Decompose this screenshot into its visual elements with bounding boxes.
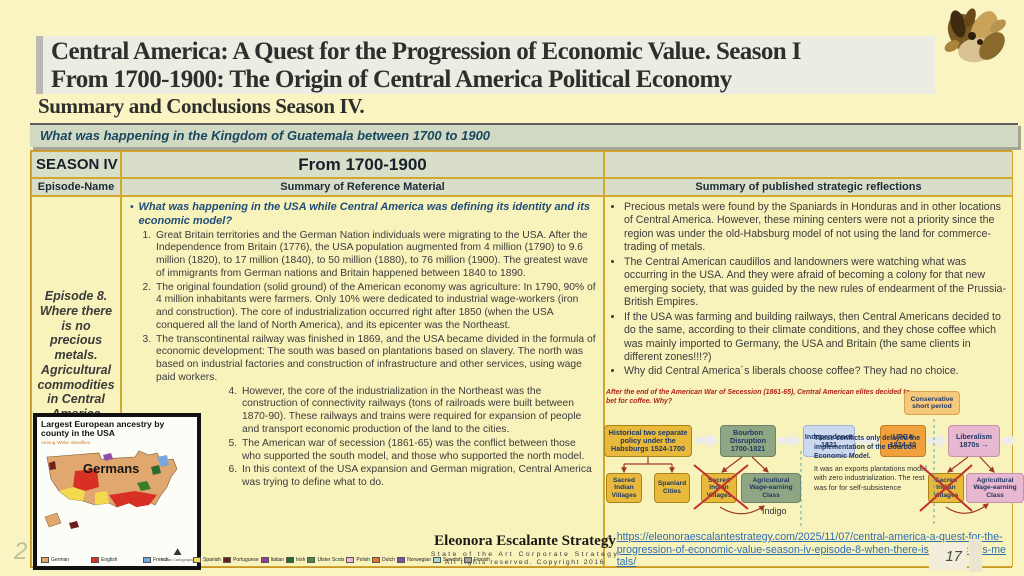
legend-swatch (91, 556, 99, 564)
legend-label: Finnish (473, 557, 491, 563)
habsburg-policy-box: Historical two separate policy under the… (604, 425, 692, 457)
reference-item-6: In this context of the USA expansion and… (240, 464, 597, 490)
map-credit-text: EAtlas Cartography (161, 558, 194, 562)
strategic-reflections-header: Summary of published strategic reflectio… (604, 178, 1013, 196)
footer-tagline: State of the Art Corporate Strategy (430, 550, 620, 558)
legend-swatch (463, 556, 472, 564)
legend-label: Dutch (382, 557, 396, 563)
legend-swatch (143, 556, 151, 564)
germans-label: Germans (83, 461, 140, 476)
flow-arrow-icon (778, 433, 802, 448)
reference-list: Great Britain territories and the German… (128, 230, 597, 490)
agri-wage-class-box-2: Agricultural Wage-earning Class (966, 473, 1024, 503)
mountain-logo-icon: ⛰ (173, 547, 182, 558)
source-link-block: • https://eleonoraescalantestrategy.com/… (608, 531, 1006, 569)
sacred-villages-box-2: Sacred Indian Villages (701, 473, 737, 503)
reflection-item-4: Why did Central America´s liberals choos… (624, 365, 1008, 378)
legend-label: Ulster Scots (317, 557, 345, 563)
agri-wage-class-box-1: Agricultural Wage-earning Class (741, 473, 801, 503)
legend-label: Irish (296, 557, 306, 563)
legend-label: French (153, 557, 169, 563)
map-subtitle: Among 'White' identifiers (41, 439, 91, 445)
diagram-note: It was an exports plantations model with… (814, 464, 927, 492)
spaniard-cities-box: Spaniard Cities (654, 473, 690, 503)
butterfly-logo-icon (928, 6, 1014, 74)
legend-label: Spanish (203, 557, 222, 563)
legend-swatch (223, 556, 232, 564)
period-header-cell: From 1700-1900 (121, 151, 604, 178)
footer-copyright: All rights reserved. Copyright 2016 (444, 558, 606, 566)
bourbon-disruption-box: Bourbon Disruption 1700-1821 (720, 425, 776, 457)
legend-swatch (307, 556, 316, 564)
bullet-glyph: • (130, 202, 134, 213)
indigo-label: Indigo (762, 506, 787, 516)
slide-title-line2: From 1700-1900: The Origin of Central Am… (51, 66, 732, 93)
reflection-item-1: Precious metals were found by the Spania… (624, 201, 1008, 255)
reference-item-3: The transcontinental railway was finishe… (154, 334, 597, 385)
reference-material-cell: • What was happening in the USA while Ce… (121, 196, 604, 567)
legend-label: Polish (356, 557, 371, 563)
slide-subtitle: Summary and Conclusions Season IV. (38, 94, 365, 118)
legend-swatch (260, 556, 269, 564)
independence-box: Independence 1821 (803, 425, 855, 457)
ancestry-map-card: Largest European ancestry by county in t… (33, 413, 490, 570)
legend-swatch (346, 556, 355, 564)
episode-name-header: Episode-Name (31, 178, 121, 196)
map-title: Largest European ancestry by county in t… (41, 419, 165, 439)
legend-swatch (372, 556, 381, 564)
slide-title-line1: Central America: A Quest for the Progres… (51, 38, 801, 65)
legend-label: German (51, 557, 70, 563)
page-number: 17 (929, 543, 967, 570)
sacred-villages-box-1: Sacred Indian Villages (606, 473, 642, 503)
legend-label: Swedish (443, 557, 462, 563)
diagram-caption: After the end of the American War of Sec… (606, 389, 910, 405)
question-bar: What was happening in the Kingdom of Gua… (30, 123, 1018, 147)
flow-arrow-icon (695, 433, 719, 448)
reference-item-1: Great Britain territories and the German… (154, 230, 597, 281)
reference-material-header: Summary of Reference Material (121, 178, 604, 196)
legend-label: Portuguese (233, 557, 259, 563)
flow-arrow-icon (1002, 433, 1016, 448)
title-band: Central America: A Quest for the Progres… (36, 36, 935, 94)
timeline-diagram: After the end of the American War of Sec… (604, 389, 1024, 531)
sacred-villages-box-3: Sacred Indian Villages (928, 473, 964, 503)
reference-item-4: However, the core of the industrializati… (240, 386, 597, 437)
legend-swatch (41, 556, 49, 564)
faint-slide-number: 2 (14, 538, 28, 565)
reflection-item-3: If the USA was farming and building rail… (624, 311, 1008, 365)
footer-brand-name: Eleonora Escalante Strategy (434, 533, 616, 549)
bullet-glyph: • (608, 531, 612, 543)
legend-swatch (433, 556, 441, 564)
summary-table: SEASON IV From 1700-1900 Episode-Name Su… (30, 150, 1013, 568)
source-link[interactable]: https://eleonoraescalantestrategy.com/20… (616, 531, 1006, 568)
footer-brand-block: Eleonora Escalante Strategy State of the… (400, 533, 650, 566)
conservative-period-box: Conservative short period (904, 391, 960, 415)
legend-label: English (101, 557, 118, 563)
reference-heading-text: What was happening in the USA while Cent… (138, 201, 590, 227)
legend-swatch (193, 556, 201, 564)
legend-label: Norwegian (407, 557, 431, 563)
legend-swatch (397, 556, 406, 564)
legend-label: Italian (270, 557, 284, 563)
usa-map-image (39, 443, 195, 535)
reference-heading: • What was happening in the USA while Ce… (130, 201, 597, 229)
reflections-list: Precious metals were found by the Spania… (609, 201, 1008, 379)
legend-swatch (286, 556, 294, 564)
upca-box: UPCA 1824-40 (880, 425, 926, 457)
map-credit: ⛰ EAtlas Cartography (161, 547, 194, 563)
reference-item-2: The original foundation (solid ground) o… (154, 282, 597, 333)
diagram-note-bold: These conflicts only delayed the impleme… (814, 435, 921, 460)
page-number-bar (969, 539, 982, 572)
empty-header-cell (604, 151, 1013, 178)
flow-arrow-icon (927, 433, 947, 448)
reflection-item-2: The Central American caudillos and lando… (624, 256, 1008, 310)
liberalism-box: Liberalism 1870s → (948, 425, 1000, 457)
season-header-cell: SEASON IV (31, 151, 121, 178)
map-legend: German English French Spanish Portuguese… (41, 556, 491, 564)
reference-item-5: The American war of secession (1861-65) … (240, 438, 597, 464)
